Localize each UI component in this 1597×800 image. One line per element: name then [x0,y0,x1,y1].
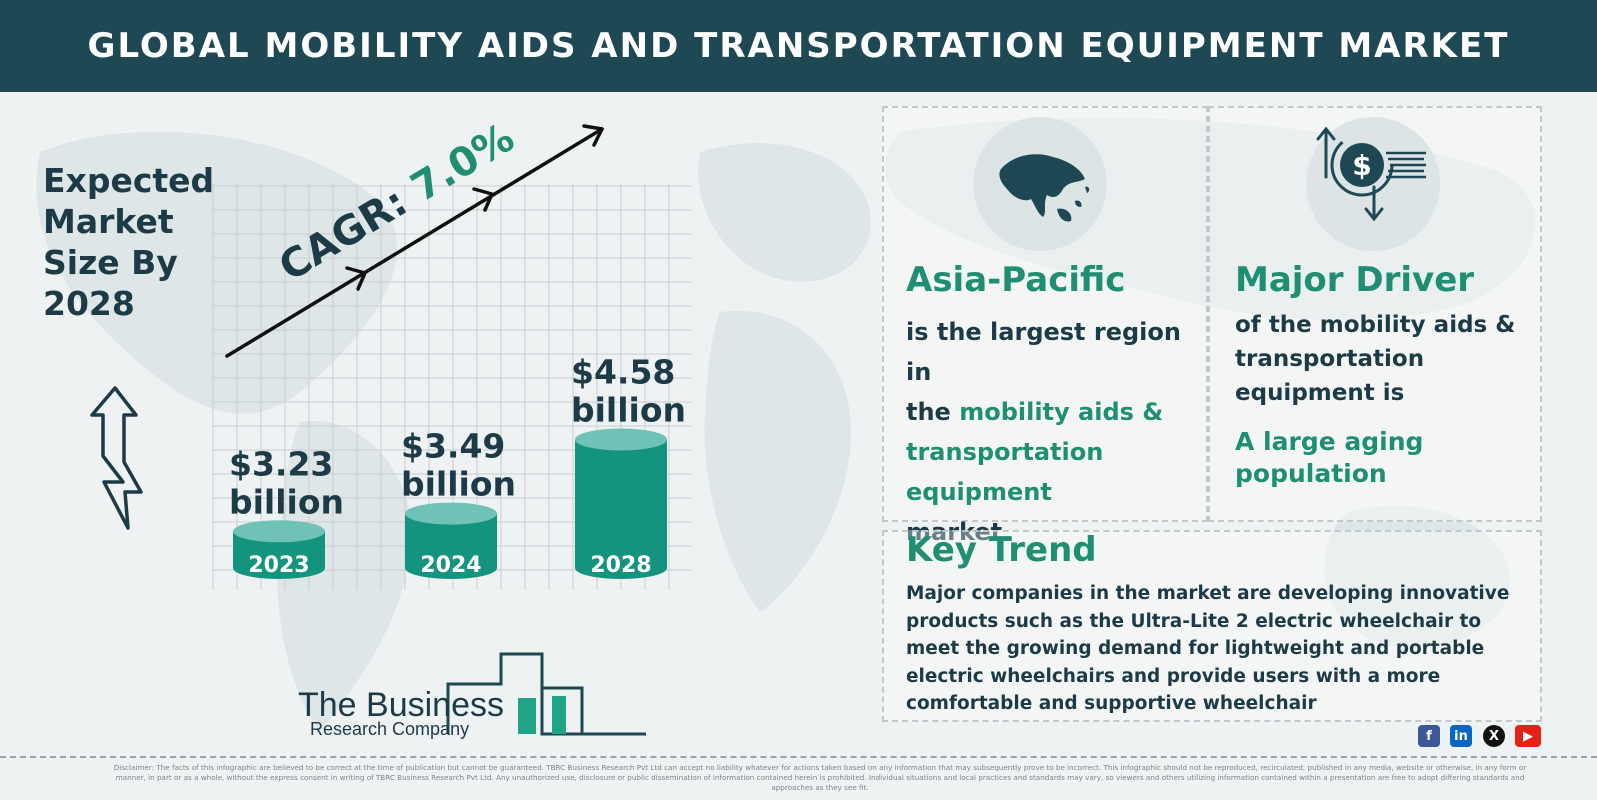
svg-text:$: $ [1352,149,1371,182]
bar-value-label: $3.23 [229,444,333,483]
region-market-name-1: mobility aids & [959,398,1164,426]
bar-top [405,502,497,525]
bar-unit-label: billion [229,482,344,521]
youtube-icon[interactable]: ▶ [1515,725,1541,747]
driver-heading: Major Driver [1235,260,1475,300]
region-line-5: market [906,518,1003,546]
market-size-chart: 2023$3.23billion2024$3.49billion2028$4.5… [90,115,692,590]
x-icon[interactable]: X [1483,725,1505,747]
facebook-icon[interactable]: f [1418,725,1440,747]
bar-base [233,557,325,579]
world-map-background [36,117,1536,732]
dollar-exchange-icon: $ [1316,126,1426,222]
bar-unit-label: billion [401,465,516,504]
bar-top [233,520,325,543]
trend-card [882,530,1542,722]
region-line-1: is the largest region in [906,318,1181,386]
bar-top [575,428,667,451]
driver-description: of the mobility aids & transportation eq… [1235,312,1516,406]
year-label: 2028 [590,553,651,578]
cagr-label: CAGR: [271,172,427,291]
footer-divider [0,756,1597,758]
year-label: 2023 [248,553,309,578]
cagr-trend-arrow [225,124,604,358]
disclaimer-text: Disclaimer: The facts of this infographi… [113,763,1527,792]
bars-group: 2023$3.23billion2024$3.49billion2028$4.5… [229,352,686,579]
dollar-exchange-icon-circle: $ [1306,117,1440,251]
bar-unit-label: billion [571,390,686,429]
logo-subtitle: Research Company [310,719,470,739]
bar-value-label: $3.49 [401,427,505,466]
bar-base [405,557,497,579]
page-title: GLOBAL MOBILITY AIDS AND TRANSPORTATION … [87,26,1510,66]
asia-map-icon [999,154,1090,222]
company-logo-mark [446,652,646,736]
trend-heading: Key Trend [906,530,1097,570]
linkedin-icon[interactable]: in [1450,725,1472,747]
bar-value-label: $4.58 [571,352,675,391]
bar-base [575,557,667,579]
cagr-value: 7.0% [403,115,522,212]
bar-body [575,439,667,568]
region-market-name-3: equipment [906,478,1052,506]
region-description: is the largest region in the mobility ai… [906,312,1201,552]
expected-market-size-label: Expected Market Size By 2028 [43,161,215,323]
region-line-2: the mobility aids & [906,392,1201,432]
chart-grid [212,184,692,590]
driver-emphasis: A large aging population [1235,427,1424,488]
header-banner: GLOBAL MOBILITY AIDS AND TRANSPORTATION … [0,0,1597,92]
trend-description: Major companies in the market are develo… [906,583,1510,714]
year-label: 2024 [420,553,481,578]
region-market-name-2: transportation [906,438,1104,466]
growth-arrow-icon [90,386,143,530]
region-heading: Asia-Pacific [906,260,1126,300]
logo-title: The Business [298,686,504,724]
asia-map-icon-circle [973,117,1107,251]
region-line-2-prefix: the [906,398,960,426]
